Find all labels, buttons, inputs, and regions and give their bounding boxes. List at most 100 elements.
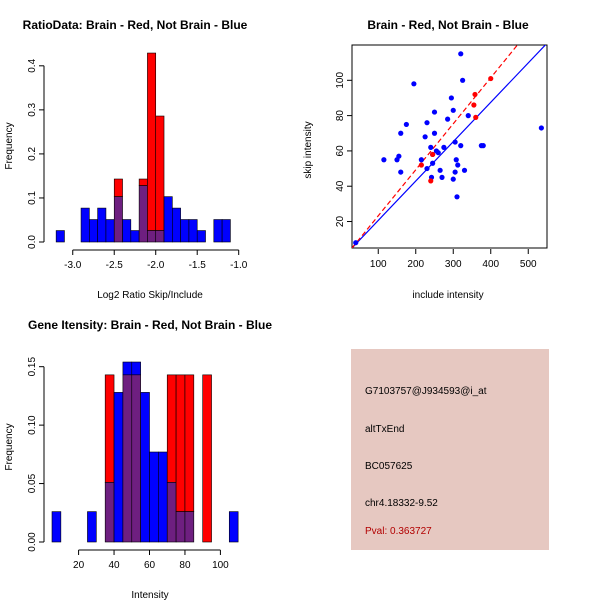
blue-point [403, 121, 409, 128]
ratio-y-tick-label: 0.4 [27, 58, 38, 72]
blue-point [396, 153, 402, 159]
blue-point [450, 107, 456, 113]
overlap-bar [122, 374, 133, 543]
gene-intensity-histogram: Gene Itensity: Brain - Red, Not Brain - … [4, 318, 272, 600]
genomic-location-text: chr4.18332-9.52 [365, 498, 438, 509]
overlap-bar [131, 374, 141, 543]
blue-point [461, 167, 468, 173]
scatter-y-tick-label: 60 [335, 145, 346, 157]
blue-point [480, 143, 486, 149]
scatter-x-tick-label: 300 [445, 259, 462, 270]
blue-point [431, 109, 438, 115]
ratio-x-tick-label: -2.5 [106, 260, 124, 271]
scatter-x-tick-label: 400 [482, 259, 499, 270]
blue-point [437, 167, 443, 173]
blue-bar [131, 361, 141, 376]
red-point [472, 91, 478, 98]
intensity-histogram-xlabel: Intensity [131, 590, 168, 600]
blue-bar [122, 361, 133, 376]
blue-point [398, 169, 404, 175]
scatter-y-tick-label: 100 [335, 72, 346, 89]
red-point [471, 102, 477, 108]
scatter-xlabel: include intensity [412, 290, 483, 301]
blue-bar [158, 451, 168, 543]
blue-bar [221, 219, 231, 243]
red-point [430, 151, 436, 158]
intensity-y-tick-label: 0.00 [27, 532, 38, 552]
blue-bar [55, 230, 65, 243]
blue-point [424, 165, 430, 172]
ratio-x-tick-label: -3.0 [64, 260, 82, 271]
ratio-y-tick-label: 0.3 [27, 102, 38, 116]
blue-bar [87, 511, 97, 543]
ratio-x-tick-label: -1.0 [230, 260, 248, 271]
blue-point [441, 144, 447, 150]
blue-point [450, 176, 456, 182]
blue-point [465, 113, 471, 119]
red-fit-line [352, 45, 519, 248]
blue-point [398, 130, 404, 136]
overlap-bar [155, 230, 165, 243]
blue-point [418, 157, 424, 163]
scatter-x-tick-label: 100 [370, 259, 387, 270]
blue-point [452, 139, 458, 145]
blue-bar [51, 511, 62, 543]
scatter-y-tick-label: 20 [335, 216, 346, 228]
scatter-y-tick-label: 80 [335, 110, 346, 122]
probe-id-text: G7103757@J934593@i_at [365, 386, 487, 397]
red-bar [202, 374, 212, 543]
scatter-ylabel: skip intensity [303, 121, 314, 178]
ratio-histogram-title: RatioData: Brain - Red, Not Brain - Blue [23, 18, 248, 32]
gene-info-panel: G7103757@J934593@i_at altTxEnd BC057625 … [351, 349, 549, 550]
ratio-y-tick-label: 0.0 [27, 235, 38, 249]
intensity-x-tick-label: 20 [73, 560, 85, 571]
blue-point [431, 130, 438, 136]
blue-bar [228, 511, 239, 543]
blue-point [381, 157, 387, 163]
intensity-histogram-ylabel: Frequency [4, 423, 15, 470]
intensity-histogram-title: Gene Itensity: Brain - Red, Not Brain - … [28, 318, 272, 332]
blue-bar [163, 196, 173, 243]
red-point [473, 114, 479, 120]
blue-bar [130, 230, 140, 243]
ratio-histogram-ylabel: Frequency [4, 122, 15, 169]
accession-text: BC057625 [365, 461, 413, 472]
overlap-bar [175, 511, 186, 543]
red-bar [147, 52, 157, 231]
red-bar [113, 178, 123, 197]
blue-bar [80, 207, 90, 243]
ratio-y-tick-label: 0.2 [27, 147, 38, 161]
overlap-bar [113, 196, 123, 243]
intensity-x-tick-label: 60 [144, 560, 156, 571]
blue-bar [196, 230, 206, 243]
intensity-y-tick-label: 0.15 [27, 357, 38, 377]
overlap-bar [166, 482, 177, 543]
red-bar [155, 115, 165, 231]
blue-point [430, 160, 436, 166]
blue-point [422, 134, 428, 140]
blue-point [458, 143, 464, 149]
intensity-x-tick-label: 40 [108, 560, 120, 571]
ratio-histogram-xlabel: Log2 Ratio Skip/Include [97, 290, 203, 301]
blue-bar [89, 219, 98, 243]
red-bar [104, 374, 115, 483]
scatter-y-tick-label: 40 [335, 180, 346, 192]
red-bar [184, 374, 195, 512]
scatter-plot-frame [351, 44, 548, 249]
intensity-y-tick-label: 0.10 [27, 415, 38, 435]
intensity-x-tick-label: 80 [179, 560, 191, 571]
blue-point [424, 120, 430, 126]
overlap-bar [104, 482, 115, 543]
blue-point [454, 194, 460, 200]
blue-point [411, 81, 417, 87]
pval-text: Pval: 0.363727 [365, 526, 432, 537]
blue-bar [180, 219, 190, 243]
blue-point [353, 240, 359, 246]
blue-point [455, 162, 461, 168]
blue-bar [213, 219, 223, 243]
blue-bar [97, 207, 107, 243]
intensity-scatter: Brain - Red, Not Brain - Blue include in… [303, 18, 548, 301]
overlap-bar [184, 511, 195, 543]
blue-point [453, 157, 459, 163]
